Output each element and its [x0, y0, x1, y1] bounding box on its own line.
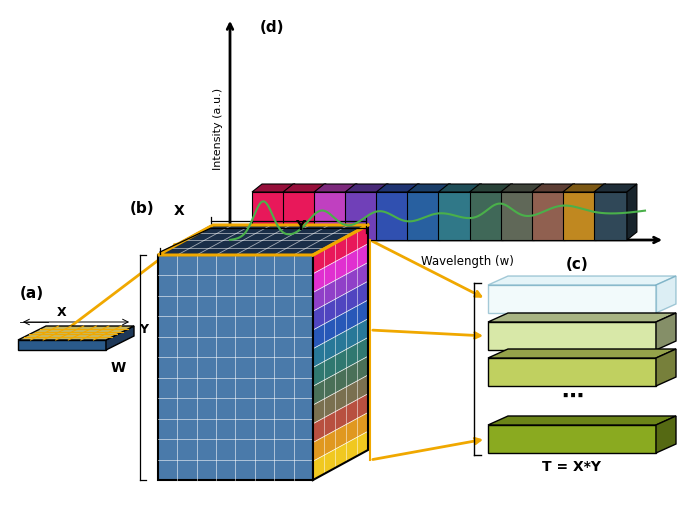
Polygon shape [470, 192, 503, 240]
Polygon shape [345, 192, 378, 240]
Polygon shape [313, 319, 368, 368]
Text: W: W [111, 360, 126, 374]
Text: X: X [57, 306, 66, 319]
Text: T = X*Y: T = X*Y [543, 460, 601, 474]
Polygon shape [313, 244, 368, 292]
Polygon shape [313, 413, 368, 461]
Polygon shape [564, 184, 575, 240]
Text: Y: Y [139, 323, 148, 336]
Polygon shape [656, 313, 676, 350]
Polygon shape [106, 326, 134, 350]
Polygon shape [408, 192, 440, 240]
Polygon shape [313, 337, 368, 386]
Polygon shape [313, 300, 368, 349]
Polygon shape [18, 326, 134, 340]
Polygon shape [283, 184, 326, 192]
Text: ⋯: ⋯ [561, 387, 583, 407]
Polygon shape [438, 184, 482, 192]
Text: X: X [173, 204, 184, 218]
Text: Intensity (a.u.): Intensity (a.u.) [213, 88, 223, 170]
Polygon shape [252, 184, 295, 192]
Polygon shape [376, 192, 410, 240]
Polygon shape [563, 192, 596, 240]
Polygon shape [501, 184, 544, 192]
Polygon shape [627, 184, 637, 240]
Polygon shape [656, 416, 676, 453]
Text: (b): (b) [130, 201, 155, 216]
Polygon shape [313, 375, 368, 424]
Polygon shape [285, 184, 295, 240]
Text: (c): (c) [566, 257, 588, 272]
Polygon shape [596, 184, 606, 240]
Polygon shape [488, 276, 676, 285]
Polygon shape [563, 184, 606, 192]
Polygon shape [532, 192, 564, 240]
Polygon shape [316, 184, 326, 240]
Polygon shape [594, 192, 627, 240]
Text: Y: Y [295, 219, 306, 233]
Polygon shape [313, 431, 368, 480]
Polygon shape [488, 313, 676, 322]
Polygon shape [408, 184, 451, 192]
Polygon shape [503, 184, 512, 240]
Text: Wavelength (w): Wavelength (w) [421, 256, 514, 268]
Polygon shape [313, 225, 368, 274]
Polygon shape [314, 192, 347, 240]
Polygon shape [488, 416, 676, 425]
Polygon shape [18, 340, 106, 350]
Polygon shape [470, 184, 512, 192]
Polygon shape [594, 184, 637, 192]
Polygon shape [488, 322, 656, 350]
Polygon shape [488, 358, 656, 386]
Text: (d): (d) [260, 20, 284, 35]
Polygon shape [376, 184, 419, 192]
Polygon shape [440, 184, 451, 240]
Polygon shape [501, 192, 534, 240]
Polygon shape [158, 255, 313, 480]
Polygon shape [314, 184, 357, 192]
Polygon shape [410, 184, 419, 240]
Polygon shape [471, 184, 482, 240]
Text: (a): (a) [20, 286, 44, 301]
Polygon shape [656, 349, 676, 386]
Polygon shape [438, 192, 471, 240]
Polygon shape [488, 425, 656, 453]
Polygon shape [313, 356, 368, 405]
Polygon shape [534, 184, 544, 240]
Polygon shape [158, 225, 368, 255]
Polygon shape [488, 285, 656, 313]
Polygon shape [283, 192, 316, 240]
Polygon shape [488, 349, 676, 358]
Polygon shape [345, 184, 388, 192]
Polygon shape [313, 281, 368, 330]
Polygon shape [378, 184, 388, 240]
Polygon shape [313, 263, 368, 311]
Polygon shape [252, 192, 285, 240]
Polygon shape [656, 276, 676, 313]
Polygon shape [313, 394, 368, 442]
Polygon shape [532, 184, 575, 192]
Polygon shape [347, 184, 357, 240]
